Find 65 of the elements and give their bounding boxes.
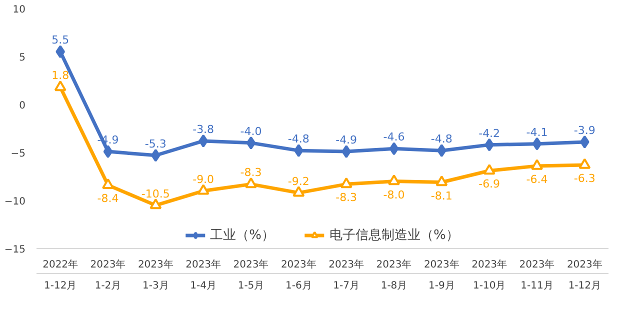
category-label: 2023年 1-10月 — [472, 260, 508, 292]
y-tick-label: −10 — [4, 196, 26, 208]
category-label: 2023年 1-7月 — [328, 260, 364, 292]
category-label: 2023年 1-12月 — [566, 260, 602, 292]
data-label: -4.9 — [336, 134, 358, 147]
point — [389, 142, 399, 156]
data-label: -8.1 — [430, 189, 452, 202]
category-label: 2023年 1-3月 — [138, 260, 174, 292]
point — [531, 159, 543, 170]
point — [198, 134, 208, 148]
point — [245, 177, 257, 188]
data-label: -4.2 — [478, 126, 500, 140]
point — [483, 164, 496, 175]
point — [578, 158, 591, 169]
category-label: 2023年 1-6月 — [280, 260, 316, 292]
point — [437, 144, 446, 158]
point — [151, 148, 160, 162]
data-label: -9.2 — [288, 174, 310, 188]
category-label: 2023年 1-8月 — [376, 260, 412, 292]
data-label: -4.8 — [430, 132, 452, 146]
data-label: -8.3 — [336, 191, 358, 204]
data-label: -3.9 — [574, 124, 596, 137]
data-label: -4.0 — [240, 124, 262, 138]
data-label: -9.0 — [192, 172, 214, 186]
point — [292, 186, 305, 197]
data-label: -8.4 — [97, 192, 119, 206]
legend-label: 电子信息制造业（%） — [330, 227, 459, 244]
y-tick-label: −15 — [4, 244, 26, 256]
legend-label: 工业（%） — [210, 227, 274, 244]
point — [197, 184, 210, 195]
category-label: 2023年 1-5月 — [233, 260, 269, 292]
point — [246, 136, 256, 150]
y-tick-label: 10 — [12, 4, 26, 16]
data-label: -4.6 — [383, 130, 405, 144]
point — [103, 145, 113, 158]
data-label: -6.9 — [478, 178, 500, 191]
data-label: -6.4 — [526, 172, 548, 186]
data-label: 5.5 — [52, 34, 70, 47]
category-label: 2023年 1-11月 — [519, 260, 555, 292]
point — [102, 178, 114, 190]
data-label: -6.3 — [574, 172, 596, 185]
data-label: 1.8 — [52, 69, 70, 82]
point — [294, 144, 304, 158]
data-label: -4.8 — [288, 132, 310, 146]
point — [342, 145, 351, 158]
point — [484, 138, 494, 152]
category-label: 2023年 1-2月 — [90, 260, 126, 292]
point — [388, 174, 400, 186]
point — [340, 177, 352, 188]
category-label: 2023年 1-4月 — [186, 260, 222, 292]
category-label: 2023年 1-9月 — [424, 260, 460, 292]
point — [150, 198, 162, 210]
data-label: -8.3 — [240, 166, 262, 180]
point — [436, 175, 448, 186]
data-label: -4.1 — [526, 126, 548, 139]
data-label: -3.8 — [192, 122, 214, 136]
category-label: 2022年 1-12月 — [42, 260, 78, 292]
y-tick-label: 5 — [19, 52, 26, 64]
point — [580, 135, 590, 148]
data-label: -10.5 — [141, 187, 170, 200]
y-tick-label: −5 — [10, 148, 26, 160]
point — [532, 137, 542, 150]
y-tick-label: 0 — [19, 100, 26, 112]
data-label: -8.0 — [383, 188, 405, 202]
data-label: -5.3 — [144, 137, 166, 150]
